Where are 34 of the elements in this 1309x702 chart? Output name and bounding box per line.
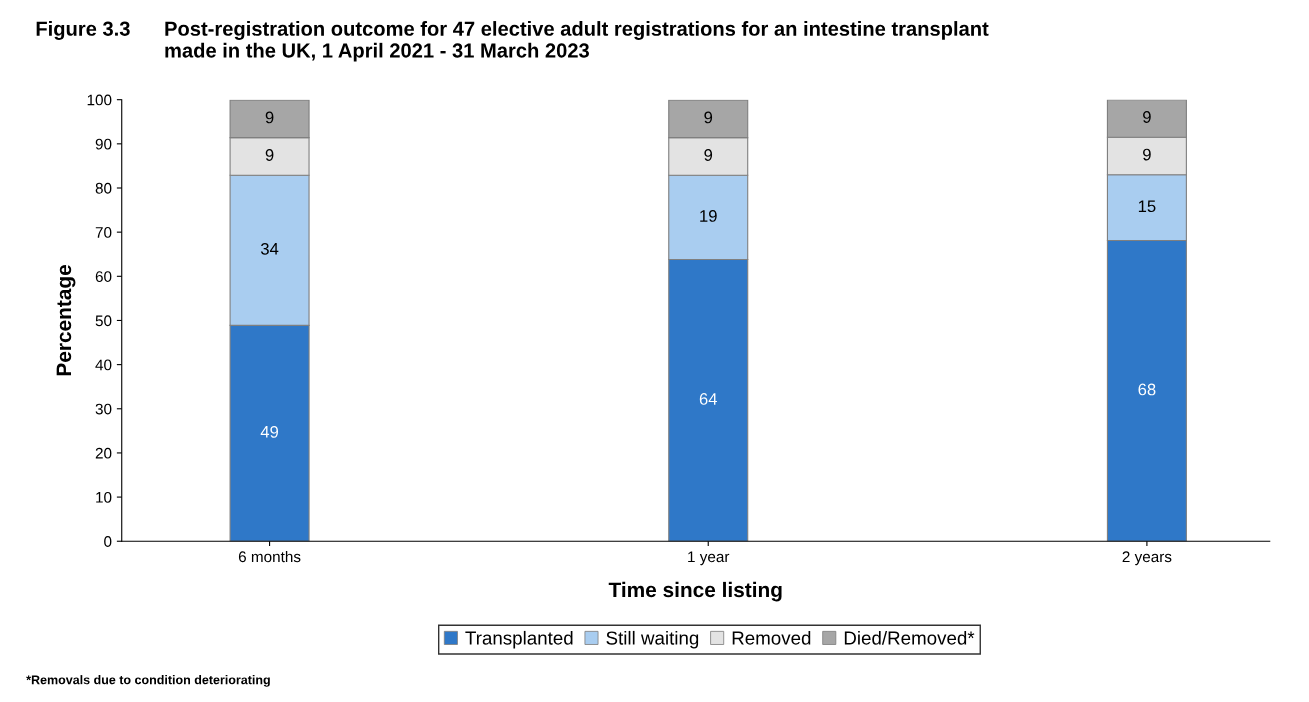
data-label: 68 — [1138, 383, 1156, 396]
y-tick-label: 0 — [104, 536, 112, 547]
data-label: 9 — [704, 111, 713, 124]
y-tick-label: 90 — [95, 138, 112, 150]
legend-label: Died/Removed* — [844, 630, 975, 645]
y-axis-title: Percentage — [56, 265, 76, 376]
text: *Removals due to condition deteriorating — [26, 675, 270, 687]
y-tick-label: 50 — [95, 315, 112, 327]
y-tick-label: 10 — [96, 491, 112, 503]
x-tick-label: 6 months — [238, 550, 301, 563]
x-tick-label: 1 year — [688, 551, 730, 566]
legend-label: Removed — [732, 630, 811, 645]
data-label: 9 — [265, 111, 274, 124]
data-label: 9 — [704, 149, 713, 161]
data-label: 34 — [260, 242, 279, 255]
data-label: 64 — [699, 393, 718, 405]
y-tick-label: 70 — [95, 227, 112, 238]
y-tick-label: 20 — [95, 447, 112, 459]
y-tick-label: 30 — [95, 403, 112, 415]
y-tick-label: 60 — [95, 271, 112, 282]
x-axis-title: Time since listing — [608, 581, 782, 602]
y-tick-label: 40 — [95, 359, 112, 371]
data-label: 9 — [265, 149, 274, 161]
data-label: 19 — [700, 210, 717, 222]
chart-title: Figure 3.3 Post-registration outcome for 47 elective adult registrations for an intestine transplant made in the UK, 1 April 2021 - 31 March 2023 — [36, 21, 989, 62]
data-label: 49 — [260, 425, 279, 438]
x-tick-label: 2 years — [1122, 551, 1172, 566]
legend-label: Transplanted — [465, 630, 573, 649]
data-label: 15 — [1138, 200, 1156, 213]
data-label: 9 — [1143, 111, 1151, 123]
y-tick-label: 80 — [95, 182, 112, 194]
data-label: 9 — [1143, 148, 1151, 161]
y-tick-label: 100 — [87, 94, 112, 106]
legend-label: Still waiting — [606, 630, 699, 649]
